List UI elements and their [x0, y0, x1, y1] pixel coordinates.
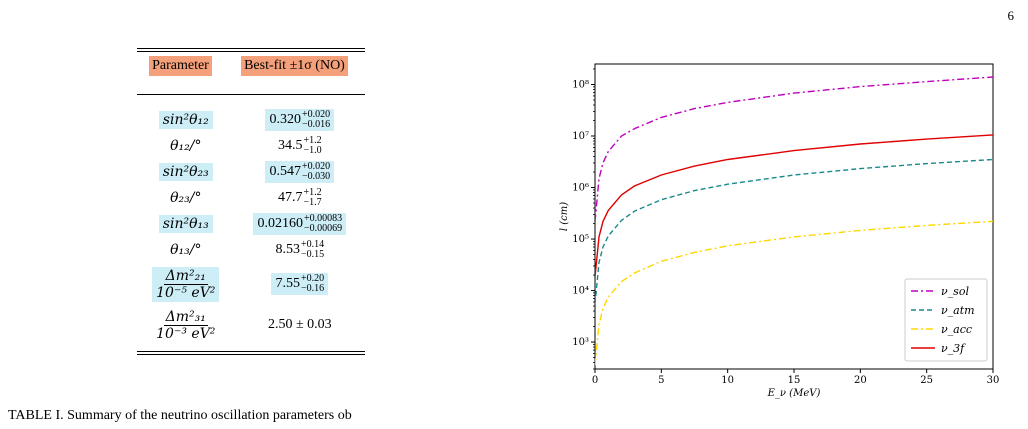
table-row: Δm²₂₁ 10⁻⁵ eV² 7.55 +0.20 −0.16	[137, 265, 365, 302]
table-row: sin²θ₂₃ 0.547 +0.020 −0.030	[137, 161, 365, 183]
y-axis-label: l (cm)	[559, 202, 570, 231]
x-tick-label: 30	[987, 375, 1000, 386]
x-tick-label: 0	[592, 375, 598, 386]
table-row: θ₁₃/° 8.53 +0.14 −0.15	[137, 239, 365, 261]
y-tick-label: 10⁸	[572, 79, 589, 90]
value-cell: 0.02160 +0.00083 −0.00069	[253, 213, 347, 235]
x-axis-label: E_ν (MeV)	[767, 388, 821, 399]
header-bestfit: Best-fit ±1σ (NO)	[241, 56, 348, 76]
series-line-3f	[595, 134, 993, 278]
header-parameter: Parameter	[149, 56, 212, 76]
parameter-cell: Δm²₂₁ 10⁻⁵ eV²	[152, 267, 220, 302]
value-cell: 8.53 +0.14 −0.15	[275, 239, 325, 260]
y-tick-label: 10⁵	[572, 234, 589, 245]
x-tick-label: 25	[920, 375, 933, 386]
value-cell: 0.547 +0.020 −0.030	[265, 161, 335, 183]
parameter-cell: θ₁₂/°	[170, 138, 202, 154]
series-line-acc	[595, 220, 993, 366]
table-row: θ₂₃/° 47.7 +1.2 −1.7	[137, 187, 365, 209]
legend-label: ν_sol	[941, 285, 969, 298]
legend-label: ν_atm	[941, 304, 975, 317]
parameter-cell: Δm²₃₁ 10⁻³ eV²	[156, 309, 216, 342]
x-tick-label: 15	[788, 375, 801, 386]
table-row: Δm²₃₁ 10⁻³ eV² 2.50 ± 0.03	[137, 306, 365, 343]
table-bottom-rule	[137, 351, 365, 355]
x-tick-label: 20	[854, 375, 867, 386]
legend-label: ν_acc	[941, 323, 972, 336]
value-cell: 2.50 ± 0.03	[267, 316, 332, 332]
value-cell: 34.5 +1.2 −1.0	[277, 135, 322, 156]
x-tick-label: 10	[721, 375, 734, 386]
page-number: 6	[1007, 8, 1015, 23]
parameter-cell: θ₁₃/°	[170, 242, 202, 258]
y-tick-label: 10⁶	[572, 183, 589, 194]
table-header-row: Parameter Best-fit ±1σ (NO)	[137, 56, 365, 76]
table-caption: TABLE I. Summary of the neutrino oscilla…	[8, 408, 352, 423]
x-tick-label: 5	[658, 375, 664, 386]
table-row: sin²θ₁₂ 0.320 +0.020 −0.016	[137, 109, 365, 131]
parameter-cell: sin²θ₂₃	[158, 163, 213, 181]
parameter-cell: sin²θ₁₂	[158, 111, 213, 129]
table-row: sin²θ₁₃ 0.02160 +0.00083 −0.00069	[137, 213, 365, 235]
legend-label: ν_3f	[941, 342, 966, 355]
y-tick-label: 10⁷	[572, 131, 589, 142]
table-top-rule	[137, 48, 365, 52]
series-line-sol	[595, 76, 993, 222]
table-row: θ₁₂/° 34.5 +1.2 −1.0	[137, 135, 365, 157]
series-line-atm	[595, 158, 993, 304]
value-cell: 7.55 +0.20 −0.16	[271, 272, 329, 295]
y-tick-label: 10³	[572, 337, 589, 348]
parameter-table: Parameter Best-fit ±1σ (NO) sin²θ₁₂ 0.320…	[137, 48, 365, 355]
parameter-cell: θ₂₃/°	[170, 190, 202, 206]
legend-box	[904, 278, 988, 362]
value-cell: 47.7 +1.2 −1.7	[277, 187, 322, 208]
table-header-rule	[137, 94, 365, 95]
y-tick-label: 10⁴	[572, 286, 589, 297]
parameter-cell: sin²θ₁₃	[158, 215, 213, 233]
value-cell: 0.320 +0.020 −0.016	[265, 109, 335, 131]
table-body: sin²θ₁₂ 0.320 +0.020 −0.016 θ₁₂/° 34.5 +1.2 −1.…	[137, 105, 365, 347]
